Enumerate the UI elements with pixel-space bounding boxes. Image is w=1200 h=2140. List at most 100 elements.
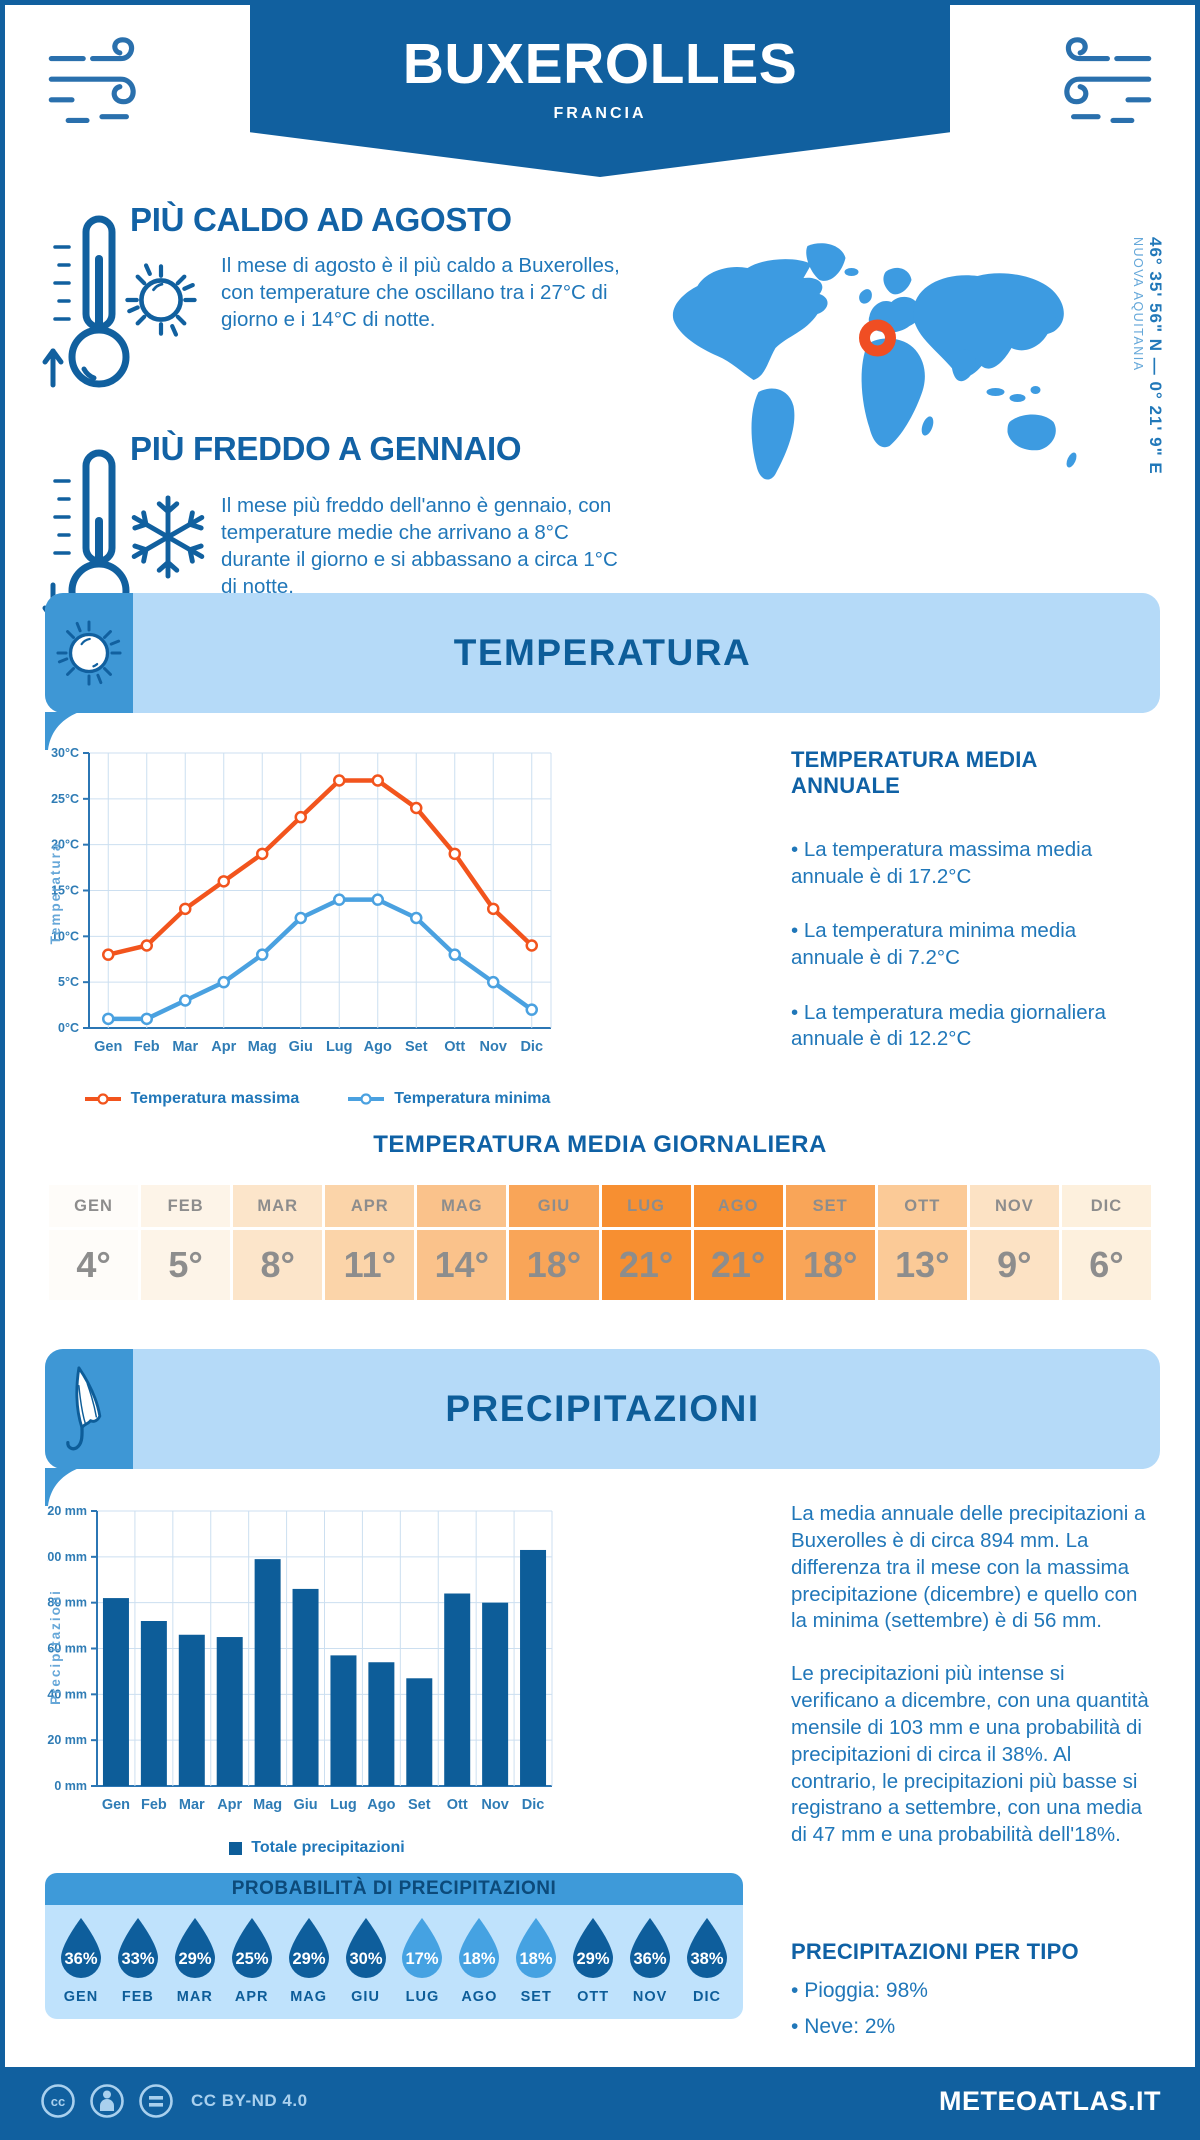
hot-month-title: PIÙ CALDO AD AGOSTO [130, 201, 512, 238]
precipitation-paragraph: La media annuale delle precipitazioni a … [791, 1502, 1146, 1633]
probability-drop: 17% LUG [396, 1917, 448, 2005]
legend-item: Totale precipitazioni [229, 1839, 405, 1857]
type-bullet: Pioggia: 98% [791, 1979, 1151, 2003]
svg-text:10°C: 10°C [51, 929, 79, 943]
svg-text:15°C: 15°C [51, 884, 79, 898]
svg-text:Temperatura: Temperatura [48, 842, 63, 945]
svg-text:30°C: 30°C [51, 746, 79, 760]
svg-text:Dic: Dic [522, 1797, 545, 1813]
probability-drop: 29% MAG [283, 1917, 335, 2005]
page-subtitle: FRANCIA [553, 105, 647, 122]
cold-month-title: PIÙ FREDDO A GENNAIO [130, 430, 522, 467]
month-cell: NOV 9° [969, 1185, 1059, 1300]
svg-text:Giu: Giu [289, 1039, 313, 1055]
svg-text:Lug: Lug [330, 1797, 357, 1813]
probability-drop: 25% APR [226, 1917, 278, 2005]
svg-text:Apr: Apr [217, 1797, 242, 1813]
svg-text:Ago: Ago [364, 1039, 392, 1055]
wind-icon [1064, 37, 1152, 124]
type-bullet: Neve: 2% [791, 2015, 1151, 2039]
svg-text:80 mm: 80 mm [47, 1596, 87, 1610]
precipitation-types-title: PRECIPITAZIONI PER TIPO [791, 1939, 1079, 1964]
svg-text:100 mm: 100 mm [47, 1550, 87, 1564]
temperature-legend: Temperatura massima Temperatura minima [47, 1090, 587, 1108]
location-marker [859, 319, 896, 357]
probability-drop: 36% NOV [624, 1917, 676, 2005]
map-coordinates: 46° 35' 56" N — 0° 21' 9" E NUOVA AQUITA… [1131, 237, 1165, 567]
svg-text:Ott: Ott [447, 1797, 468, 1813]
svg-text:120 mm: 120 mm [47, 1504, 87, 1518]
svg-text:Gen: Gen [102, 1797, 130, 1813]
svg-text:20 mm: 20 mm [47, 1733, 87, 1747]
svg-text:cc: cc [51, 2094, 65, 2109]
svg-text:Set: Set [405, 1039, 428, 1055]
region-text: NUOVA AQUITANIA [1131, 237, 1145, 372]
svg-text:36%: 36% [64, 1950, 97, 1968]
wind-icon [48, 37, 136, 124]
hot-month-text: Il mese di agosto è il più caldo a Buxer… [221, 254, 620, 332]
svg-text:Nov: Nov [481, 1797, 508, 1813]
temperature-line-chart: 0°C 5°C 10°C 15°C 20°C 25°C 30°C Gen Feb Mar Apr Ma… [48, 746, 552, 1055]
svg-text:Mar: Mar [179, 1797, 205, 1813]
temperature-section-banner: TEMPERATURA [45, 593, 1160, 750]
probability-drop: 29% OTT [567, 1917, 619, 2005]
svg-text:0°C: 0°C [58, 1021, 79, 1035]
summary-bullet: La temperatura massima media annuale è d… [791, 837, 1151, 890]
footer-bar: cc CC BY-ND 4.0 METEOATLAS.IT [5, 2067, 1195, 2135]
month-cell: MAG 14° [417, 1185, 507, 1300]
precipitation-types: PRECIPITAZIONI PER TIPO Pioggia: 98% Nev… [791, 1939, 1151, 2051]
svg-text:Dic: Dic [520, 1039, 543, 1055]
probability-drop: 18% AGO [453, 1917, 505, 2005]
svg-text:Precipitazioni: Precipitazioni [48, 1589, 63, 1705]
temperature-section-title: TEMPERATURA [453, 632, 752, 673]
svg-text:29%: 29% [178, 1950, 211, 1968]
probability-drops: 36% GEN 33% FEB 29% MAR 25% APR 29% MAG 30% GIU 17% L… [55, 1917, 733, 2005]
svg-text:Feb: Feb [134, 1039, 160, 1055]
svg-text:38%: 38% [690, 1950, 723, 1968]
cc-icon: cc [41, 2084, 75, 2118]
summary-bullet: La temperatura media giornaliera annuale… [791, 1000, 1151, 1053]
daily-temperature-title: TEMPERATURA MEDIA GIORNALIERA [373, 1131, 827, 1158]
precipitation-section-banner: PRECIPITAZIONI [45, 1349, 1160, 1506]
svg-text:Ott: Ott [444, 1039, 465, 1055]
svg-text:17%: 17% [406, 1950, 439, 1968]
svg-text:29%: 29% [577, 1950, 610, 1968]
precipitation-section-title: PRECIPITAZIONI [445, 1388, 760, 1429]
svg-text:5°C: 5°C [58, 975, 79, 989]
banner-tail-decoration [45, 1468, 79, 1506]
legend-item: Temperatura minima [347, 1090, 550, 1108]
svg-text:60 mm: 60 mm [47, 1642, 87, 1656]
svg-text:Mag: Mag [253, 1797, 282, 1813]
svg-text:Mag: Mag [248, 1039, 277, 1055]
month-cell: FEB 5° [141, 1185, 231, 1300]
probability-drop: 33% FEB [112, 1917, 164, 2005]
attribution-icon [90, 2084, 124, 2118]
snowflake-icon [131, 495, 205, 579]
month-cell: AGO 21° [693, 1185, 783, 1300]
svg-text:33%: 33% [121, 1950, 154, 1968]
probability-drop: 30% GIU [340, 1917, 392, 2005]
svg-text:18%: 18% [520, 1950, 553, 1968]
month-cell: SET 18° [785, 1185, 875, 1300]
precipitation-bar-chart: 0 mm 20 mm 40 mm 60 mm 80 mm 100 mm 120 mm Gen F… [40, 1504, 553, 1813]
svg-text:Giu: Giu [293, 1797, 317, 1813]
svg-text:25%: 25% [235, 1950, 268, 1968]
license-text: CC BY-ND 4.0 [191, 2091, 308, 2110]
temperature-chart-block: 0°C 5°C 10°C 15°C 20°C 25°C 30°C Gen Feb Mar Apr Ma… [47, 743, 587, 1108]
month-cell: DIC 6° [1061, 1185, 1151, 1300]
world-map [672, 243, 1077, 480]
daily-temperature-table: GEN 4° FEB 5° MAR 8° APR 11° MAG 14° GIU 18° LUG 21° A… [49, 1185, 1151, 1300]
probability-panel: PROBABILITÀ DI PRECIPITAZIONI 36% GEN 33% F… [45, 1873, 743, 2019]
svg-text:Mar: Mar [172, 1039, 198, 1055]
site-name: METEOATLAS.IT [939, 2085, 1161, 2116]
precipitation-summary: La media annuale delle precipitazioni a … [791, 1501, 1151, 1875]
sun-icon [125, 263, 197, 337]
temperature-summary: TEMPERATURA MEDIA ANNUALE La temperatura… [791, 747, 1151, 1081]
probability-title: PROBABILITÀ DI PRECIPITAZIONI [45, 1873, 743, 1905]
page-title: BUXEROLLES [402, 32, 798, 96]
svg-text:40 mm: 40 mm [47, 1687, 87, 1701]
temperature-summary-title: TEMPERATURA MEDIA ANNUALE [791, 747, 1037, 798]
svg-text:30%: 30% [349, 1950, 382, 1968]
legend-item: Temperatura massima [84, 1090, 299, 1108]
probability-drop: 36% GEN [55, 1917, 107, 2005]
